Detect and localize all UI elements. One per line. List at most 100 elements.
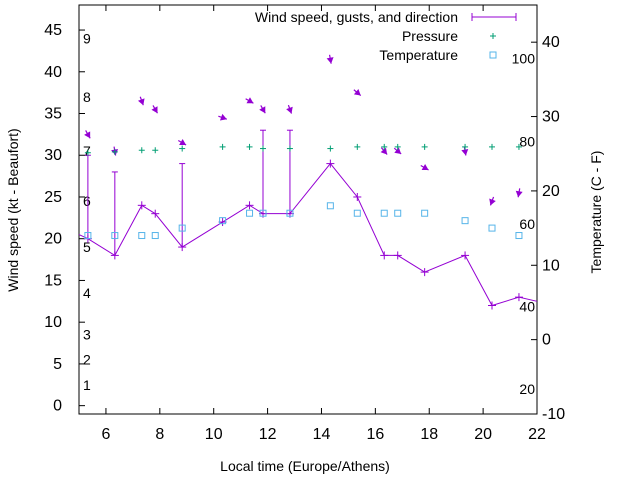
y-tick-label: 0 (53, 398, 62, 415)
y-tick-label: 45 (44, 22, 62, 39)
y-axis-label: Wind speed (kt - Beaufort) (5, 128, 21, 291)
pressure-point (394, 143, 401, 150)
pressure-point (327, 145, 334, 152)
pressure-point (421, 143, 428, 150)
y2-tick-label: 30 (542, 109, 560, 126)
wind-direction-arrow (245, 97, 254, 104)
pressure-point (111, 148, 118, 155)
temperature-point (515, 232, 523, 240)
arrow-head (84, 131, 91, 139)
wind-point (353, 192, 362, 201)
beaufort-label: 2 (83, 352, 91, 368)
wind-direction-arrow (259, 105, 266, 114)
wind-direction-arrow (151, 105, 159, 114)
pressure-point (354, 143, 361, 150)
beaufort-label: 8 (83, 89, 91, 105)
temperature-point (178, 224, 186, 232)
temperature-point (380, 209, 388, 217)
y-tick-label: 5 (53, 356, 62, 373)
arrow-head (326, 57, 334, 64)
pressure-point (84, 149, 91, 156)
x-tick-label: 16 (366, 426, 384, 443)
pressure-point (152, 147, 159, 154)
y-tick-label: 40 (44, 64, 62, 81)
y2-axis-label: Temperature (C - F) (588, 151, 604, 274)
legend-label-pressure: Pressure (402, 28, 458, 44)
y-tick-label: 30 (44, 147, 62, 164)
beaufort-label: 5 (83, 239, 91, 255)
y-tick-label: 15 (44, 272, 62, 289)
x-tick-label: 18 (420, 426, 438, 443)
fahrenheit-label: 80 (519, 133, 535, 149)
wind-direction-arrow (84, 130, 91, 139)
x-tick-label: 20 (474, 426, 492, 443)
temperature-point (219, 217, 227, 225)
wind-direction-arrow (218, 113, 228, 121)
x-tick-label: 14 (313, 426, 331, 443)
fahrenheit-label: 60 (519, 216, 535, 232)
temperature-point (286, 209, 294, 217)
beaufort-label: 1 (83, 377, 91, 393)
arrow-head (515, 190, 523, 198)
temperature-point (353, 209, 361, 217)
temperature-point (246, 209, 254, 217)
pressure-point (138, 147, 145, 154)
arrow-head (394, 147, 402, 154)
legend-symbols (489, 33, 497, 59)
pressure-point (462, 143, 469, 150)
wind-point (245, 201, 254, 210)
y2-tick-label: 10 (542, 257, 560, 274)
x-tick-label: 22 (528, 426, 546, 443)
temperature-point (111, 232, 119, 240)
arrow-head (259, 106, 266, 114)
y2-tick-label: 20 (542, 183, 560, 200)
y2-tick-label: 0 (542, 332, 551, 349)
wind-point (151, 209, 160, 218)
wind-direction-arrow (286, 104, 293, 114)
wind-direction-arrow (380, 147, 388, 155)
arrow-head (421, 163, 429, 171)
pressure-point (260, 145, 267, 152)
series-layer (78, 33, 538, 310)
temperature-point (151, 232, 159, 240)
fahrenheit-label: 20 (519, 381, 535, 397)
beaufort-label: 4 (83, 285, 91, 301)
x-tick-label: 6 (101, 426, 110, 443)
wind-direction-arrow (353, 88, 362, 96)
wind-direction-arrow (489, 196, 496, 206)
wind-direction-arrow (137, 96, 145, 106)
pressure-point (286, 145, 293, 152)
arrow-head (489, 198, 496, 206)
temperature-point (84, 232, 92, 240)
legend-label-wind: Wind speed, gusts, and direction (255, 9, 458, 25)
y2-tick-label: 40 (542, 34, 560, 51)
wind-point (420, 268, 429, 277)
arrow-head (461, 148, 469, 156)
arrow-head (179, 138, 187, 146)
y-tick-label: 20 (44, 231, 62, 248)
fahrenheit-labels: 20 40 60 80 100 (512, 51, 536, 398)
temperature-point (488, 224, 496, 232)
y-tick-label: 35 (44, 106, 62, 123)
wind-point (461, 251, 470, 260)
pressure-point (381, 143, 388, 150)
wind-point (488, 301, 497, 310)
temperature-point (421, 209, 429, 217)
wind-direction-arrow (420, 163, 429, 171)
x-tick-label: 8 (155, 426, 164, 443)
wind-point (380, 251, 389, 260)
wind-direction-arrow (326, 54, 334, 64)
temperature-point (259, 209, 267, 217)
legend-label-temperature: Temperature (379, 47, 458, 63)
wind-point (514, 293, 523, 302)
pressure-point (219, 143, 226, 150)
arrow-head (151, 106, 158, 114)
x-axis-label: Local time (Europe/Athens) (220, 458, 390, 474)
beaufort-label: 9 (83, 30, 91, 46)
pressure-point (515, 143, 522, 150)
beaufort-label: 6 (83, 193, 91, 209)
wind-direction-arrow (177, 138, 187, 146)
arrow-head (137, 98, 145, 106)
arrow-head (286, 106, 293, 114)
wind-direction-arrow (515, 188, 523, 198)
